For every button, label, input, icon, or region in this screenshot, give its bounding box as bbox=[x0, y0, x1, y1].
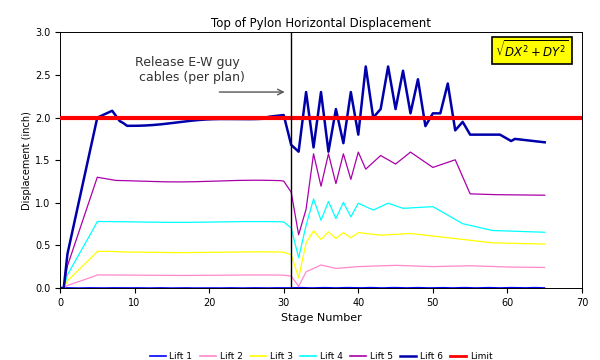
Lift 1 bbox=[433, 285, 440, 290]
Limit bbox=[56, 116, 64, 120]
Lift 5 bbox=[362, 167, 370, 171]
Lift 6 bbox=[56, 286, 64, 290]
Y-axis label: Displacement (inch): Displacement (inch) bbox=[22, 111, 32, 210]
Lift 5 bbox=[437, 163, 444, 167]
Lift 4 bbox=[362, 204, 370, 209]
Lift 2 bbox=[142, 273, 149, 278]
Lift 1 bbox=[56, 285, 64, 290]
Title: Top of Pylon Horizontal Displacement: Top of Pylon Horizontal Displacement bbox=[211, 17, 431, 30]
Lift 2 bbox=[336, 266, 343, 270]
Line: Lift 1: Lift 1 bbox=[60, 287, 545, 288]
Limit bbox=[64, 116, 71, 120]
Text: $\sqrt{DX^2+DY^2}$: $\sqrt{DX^2+DY^2}$ bbox=[496, 40, 569, 61]
Lift 4 bbox=[437, 209, 444, 213]
Lift 5 bbox=[355, 150, 362, 154]
Lift 1 bbox=[97, 286, 104, 290]
Lift 4 bbox=[310, 197, 317, 201]
Lift 2 bbox=[317, 263, 325, 267]
Lift 2 bbox=[541, 265, 548, 270]
Lift 6 bbox=[362, 64, 370, 69]
Lift 3 bbox=[142, 250, 149, 255]
Lift 2 bbox=[362, 264, 370, 269]
Lift 4 bbox=[418, 205, 425, 210]
Lift 3 bbox=[75, 268, 82, 272]
Lift 4 bbox=[336, 208, 343, 213]
Lift 2 bbox=[418, 264, 425, 269]
Lift 1 bbox=[239, 286, 247, 290]
Lift 5 bbox=[418, 158, 425, 162]
Lift 4 bbox=[56, 286, 64, 290]
Line: Lift 3: Lift 3 bbox=[60, 231, 545, 288]
Lift 6 bbox=[437, 111, 444, 116]
Lift 3 bbox=[541, 242, 548, 246]
Lift 4 bbox=[541, 230, 548, 234]
Lift 3 bbox=[336, 233, 343, 238]
Lift 2 bbox=[437, 264, 444, 269]
Lift 5 bbox=[56, 286, 64, 290]
Line: Lift 4: Lift 4 bbox=[60, 199, 545, 288]
Lift 6 bbox=[142, 123, 149, 128]
Lift 6 bbox=[541, 140, 548, 144]
Lift 3 bbox=[437, 235, 444, 239]
Lift 1 bbox=[306, 285, 313, 290]
Legend: Lift 1, Lift 2, Lift 3, Lift 4, Lift 5, Lift 6, Limit: Lift 1, Lift 2, Lift 3, Lift 4, Lift 5, … bbox=[146, 349, 496, 360]
Lift 5 bbox=[142, 179, 149, 184]
Lift 3 bbox=[418, 233, 425, 237]
Line: Lift 5: Lift 5 bbox=[60, 152, 545, 288]
Lift 1 bbox=[250, 285, 257, 290]
Lift 3 bbox=[362, 231, 370, 236]
Lift 6 bbox=[358, 98, 365, 103]
Line: Lift 2: Lift 2 bbox=[60, 265, 545, 288]
Lift 3 bbox=[310, 229, 317, 233]
Line: Lift 6: Lift 6 bbox=[60, 67, 545, 288]
Lift 4 bbox=[142, 220, 149, 224]
Lift 5 bbox=[541, 193, 548, 197]
Lift 5 bbox=[332, 181, 340, 186]
Lift 6 bbox=[418, 100, 425, 105]
Lift 6 bbox=[332, 107, 340, 111]
Lift 2 bbox=[75, 279, 82, 284]
Lift 1 bbox=[344, 285, 351, 289]
Lift 3 bbox=[56, 286, 64, 290]
Lift 1 bbox=[541, 285, 548, 290]
X-axis label: Stage Number: Stage Number bbox=[281, 313, 361, 323]
Lift 2 bbox=[56, 286, 64, 290]
Lift 1 bbox=[105, 285, 112, 290]
Text: Release E-W guy
 cables (per plan): Release E-W guy cables (per plan) bbox=[134, 56, 244, 84]
Lift 1 bbox=[213, 286, 220, 290]
Lift 6 bbox=[75, 201, 82, 205]
Lift 5 bbox=[75, 230, 82, 235]
Lift 4 bbox=[75, 253, 82, 257]
